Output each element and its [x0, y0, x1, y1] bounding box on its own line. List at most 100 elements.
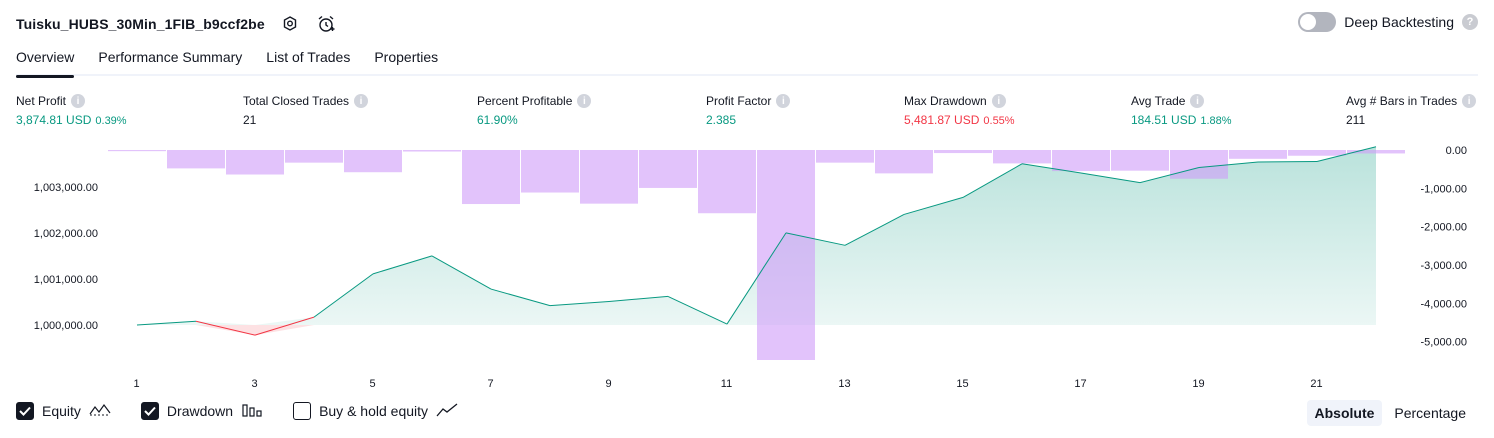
metric-avg-bars-in-trades: Avg # Bars in Trades i 211 [1346, 94, 1477, 127]
drawdown-bar [934, 150, 992, 154]
y-left-tick-label: 1,000,000.00 [34, 320, 98, 332]
y-right-tick-label: -4,000.00 [1421, 298, 1467, 310]
equity-line-segment [313, 273, 374, 318]
equity-line-segment [549, 300, 610, 307]
metric-value: 3,874.81 USD [16, 113, 92, 127]
metric-net-profit: Net Profit i 3,874.81 USD 0.39% [16, 94, 127, 127]
drawdown-label: Drawdown [166, 403, 234, 419]
absolute-button[interactable]: Absolute [1306, 400, 1383, 426]
info-icon[interactable]: i [71, 94, 86, 108]
value-mode-switch: Absolute Percentage [1306, 400, 1475, 426]
equity-drawdown-chart: 1,000,000.00 1,001,000.00 1,002,000.00 1,00… [34, 145, 1467, 390]
metric-total-closed-trades: Total Closed Trades i 21 [243, 94, 369, 127]
alarm-clock-icon[interactable] [315, 13, 337, 35]
strategy-title: Tuisku_HUBS_30Min_1FIB_b9ccf2be [16, 16, 265, 32]
metric-label: Total Closed Trades [243, 94, 350, 108]
x-tick-label: 9 [605, 378, 611, 390]
equity-label: Equity [42, 403, 81, 419]
equity-line-segment [1021, 163, 1082, 174]
equity-line-segment [608, 295, 669, 302]
tab-overview[interactable]: Overview [16, 44, 75, 78]
drawdown-bar [226, 150, 284, 175]
info-icon[interactable]: i [1190, 94, 1205, 108]
drawdown-bar [698, 150, 756, 214]
equity-line-segment [372, 255, 433, 275]
metric-label: Profit Factor [706, 94, 772, 108]
help-icon[interactable]: ? [1462, 14, 1478, 30]
info-icon[interactable]: i [577, 94, 592, 108]
y-left-tick-label: 1,003,000.00 [34, 182, 98, 194]
y-right-tick-label: -3,000.00 [1421, 260, 1467, 272]
info-icon[interactable]: i [1462, 94, 1477, 108]
tab-list-of-trades[interactable]: List of Trades [266, 49, 351, 65]
metric-value: 211 [1346, 113, 1366, 127]
x-tick-label: 1 [133, 378, 139, 390]
equity-line-segment [1139, 166, 1200, 184]
metric-label: Max Drawdown [904, 94, 987, 108]
equity-line-segment [726, 232, 787, 325]
drawdown-checkbox-group[interactable]: Drawdown [140, 402, 263, 420]
metric-percent: 1.88% [1200, 115, 1232, 127]
buyhold-checkbox[interactable] [293, 402, 312, 420]
y-right-tick-label: -2,000.00 [1421, 222, 1467, 234]
equity-line-segment [667, 295, 728, 325]
strategy-header: Tuisku_HUBS_30Min_1FIB_b9ccf2be [16, 10, 337, 38]
metric-percent: 0.55% [983, 115, 1015, 127]
metric-value: 184.51 USD [1131, 113, 1197, 127]
drawdown-bar [1170, 150, 1228, 179]
deep-backtesting-toggle[interactable] [1298, 12, 1337, 32]
percentage-button[interactable]: Percentage [1394, 405, 1466, 421]
info-icon[interactable]: i [991, 94, 1006, 108]
report-tabs: Overview Performance Summary List of Tra… [16, 44, 1478, 78]
metric-label: Avg Trade [1131, 94, 1186, 108]
info-icon[interactable]: i [354, 94, 369, 108]
equity-line-segment [490, 288, 551, 307]
y-right-tick-label: -1,000.00 [1421, 183, 1467, 195]
metric-label: Avg # Bars in Trades [1346, 94, 1458, 108]
tab-properties[interactable]: Properties [374, 49, 439, 65]
equity-line-segment [254, 316, 315, 336]
equity-line-segment [785, 232, 846, 246]
metric-max-drawdown: Max Drawdown i 5,481.87 USD 0.55% [904, 94, 1015, 127]
drawdown-bar [1347, 150, 1405, 154]
drawdown-bar [875, 150, 933, 174]
y-right-tick-label: 0.00 [1446, 145, 1467, 157]
metric-value: 61.90% [477, 113, 518, 127]
equity-line-segment [136, 320, 197, 326]
drawdown-checkbox[interactable] [140, 402, 159, 420]
equity-line-segment [431, 255, 492, 290]
drawdown-bar [1052, 150, 1110, 172]
y-left-tick-label: 1,002,000.00 [34, 228, 98, 240]
settings-icon[interactable] [279, 13, 301, 35]
info-icon[interactable]: i [776, 94, 791, 108]
equity-line-segment [903, 196, 964, 215]
buyhold-line-icon [436, 402, 458, 420]
tab-performance-summary[interactable]: Performance Summary [98, 49, 243, 65]
buyhold-label: Buy & hold equity [319, 403, 429, 419]
equity-area [137, 146, 1376, 325]
drawdown-bars-icon [241, 403, 263, 420]
drawdown-bar [285, 150, 343, 163]
equity-checkbox-group[interactable]: Equity [16, 402, 111, 420]
drawdown-bar [1229, 150, 1287, 159]
metric-avg-trade: Avg Trade i 184.51 USD 1.88% [1131, 94, 1232, 127]
x-tick-label: 21 [1310, 378, 1322, 390]
drawdown-bar [521, 150, 579, 193]
x-tick-label: 17 [1074, 378, 1086, 390]
equity-line-segment [844, 214, 905, 246]
drawdown-bar [108, 150, 166, 152]
drawdown-bar [757, 150, 815, 360]
metric-label: Net Profit [16, 94, 67, 108]
x-tick-label: 5 [369, 378, 375, 390]
equity-line-segment [1080, 172, 1141, 184]
drawdown-bar [1111, 150, 1169, 171]
metrics-row: Net Profit i 3,874.81 USD 0.39% Total Clos… [0, 94, 1494, 134]
drawdown-bar [1288, 150, 1346, 156]
deep-backtesting-label: Deep Backtesting [1344, 14, 1454, 30]
buyhold-checkbox-group[interactable]: Buy & hold equity [293, 402, 458, 420]
y-left-tick-label: 1,001,000.00 [34, 274, 98, 286]
drawdown-bar [344, 150, 402, 173]
equity-checkbox[interactable] [16, 402, 34, 420]
equity-line-segment [195, 320, 256, 336]
x-tick-label: 3 [251, 378, 257, 390]
